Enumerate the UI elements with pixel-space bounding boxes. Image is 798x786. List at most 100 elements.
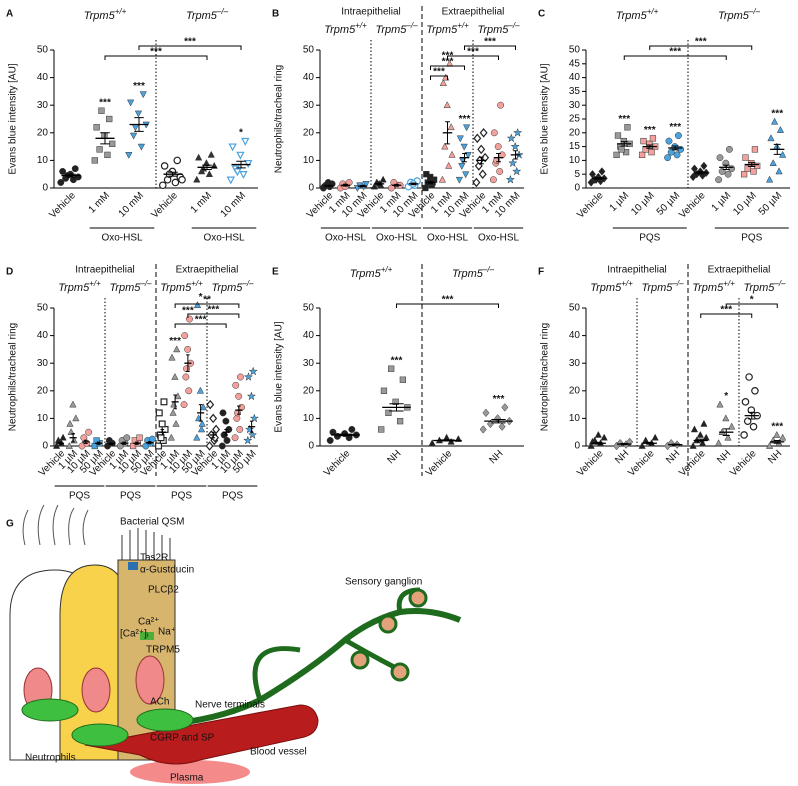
y-axis-label: Evans blue intensity [AU] bbox=[8, 63, 19, 174]
genotype-label: Trpm5–/– bbox=[375, 21, 418, 36]
data-point bbox=[498, 422, 506, 431]
receptor bbox=[128, 562, 138, 570]
error-bar bbox=[377, 182, 382, 186]
genotype-sup: –/– bbox=[405, 21, 418, 30]
y-tick-label: 50 bbox=[569, 45, 581, 56]
diagram-label: TRPM5 bbox=[146, 645, 180, 656]
error-bar bbox=[479, 156, 484, 165]
y-tick-label: 40 bbox=[303, 330, 315, 341]
data-point bbox=[205, 441, 214, 451]
data-point bbox=[749, 422, 758, 431]
data-point bbox=[85, 428, 93, 436]
error-bar bbox=[722, 164, 730, 171]
data-point bbox=[506, 133, 517, 143]
data-point bbox=[233, 168, 242, 177]
data-point bbox=[448, 150, 456, 158]
data-point bbox=[385, 409, 392, 417]
data-point bbox=[501, 403, 509, 412]
category-label: Vehicle bbox=[575, 448, 606, 479]
error-bar bbox=[595, 441, 603, 445]
error-bar bbox=[513, 150, 518, 160]
data-point bbox=[218, 442, 226, 450]
data-point bbox=[724, 170, 732, 178]
data-point bbox=[473, 133, 482, 144]
data-point bbox=[392, 398, 399, 405]
significance-bracket bbox=[396, 303, 499, 308]
error-bar bbox=[71, 433, 75, 443]
error-bar bbox=[773, 439, 781, 444]
y-tick-label: 0 bbox=[42, 183, 48, 194]
data-point bbox=[186, 315, 193, 323]
genotype-sup: +/+ bbox=[723, 279, 735, 288]
genotype-label: Trpm5+/+ bbox=[160, 279, 203, 294]
data-point bbox=[769, 159, 777, 166]
data-point bbox=[109, 140, 116, 147]
data-point bbox=[618, 146, 625, 153]
data-point bbox=[443, 101, 451, 109]
data-point bbox=[508, 158, 518, 168]
data-point bbox=[209, 413, 218, 424]
data-point bbox=[742, 154, 749, 161]
data-point bbox=[244, 424, 255, 434]
panel-letter: C bbox=[538, 9, 545, 20]
region-label: Extraepithelial bbox=[708, 265, 771, 276]
data-point bbox=[716, 400, 724, 408]
genotype-label: Trpm5+/+ bbox=[692, 279, 735, 294]
category-label: NH bbox=[385, 448, 403, 466]
error-bar bbox=[462, 153, 467, 163]
region-label: Intraepithelial bbox=[607, 265, 666, 276]
data-point bbox=[155, 409, 163, 417]
significance-bracket bbox=[649, 45, 753, 50]
y-tick-label: 35 bbox=[569, 86, 581, 97]
data-point bbox=[773, 430, 781, 438]
data-point bbox=[157, 434, 165, 442]
data-point bbox=[667, 148, 675, 156]
diagram-label: Blood vessel bbox=[250, 747, 307, 758]
y-tick-label: 20 bbox=[303, 127, 315, 138]
significance-label: *** bbox=[493, 394, 505, 405]
data-point bbox=[160, 162, 169, 170]
genotype-sup: –/– bbox=[482, 265, 495, 274]
y-tick-label: 30 bbox=[37, 100, 49, 111]
genotype-name: Trpm5 bbox=[616, 10, 648, 22]
genotype-label: Trpm5–/– bbox=[109, 279, 152, 294]
significance-label: *** bbox=[669, 122, 681, 133]
data-point bbox=[172, 419, 180, 427]
category-label: 10 mM bbox=[219, 190, 248, 219]
category-label: Vehicle bbox=[677, 190, 708, 221]
data-point bbox=[184, 345, 192, 353]
data-point bbox=[196, 386, 205, 394]
y-axis-label: Evans blue intensity [AU] bbox=[540, 63, 551, 174]
genotype-name: Trpm5 bbox=[590, 282, 622, 294]
category-label: Vehicle bbox=[424, 448, 455, 479]
data-point bbox=[614, 132, 622, 139]
genotype-sup: –/– bbox=[241, 279, 254, 288]
error-bar bbox=[96, 441, 101, 445]
genotype-label: Trpm5+/+ bbox=[350, 265, 393, 280]
error-bar bbox=[211, 431, 216, 439]
section-label: Oxo-HSL bbox=[478, 233, 520, 244]
category-label: 1 mM bbox=[87, 190, 112, 215]
data-point bbox=[98, 107, 105, 114]
genotype-name: Trpm5 bbox=[84, 10, 116, 22]
data-point bbox=[223, 437, 231, 444]
genotype-name: Trpm5 bbox=[350, 268, 382, 280]
section-label: PQS bbox=[171, 491, 192, 502]
ganglion-cell bbox=[350, 650, 370, 670]
significance-label: * bbox=[724, 391, 728, 402]
data-point bbox=[716, 154, 724, 162]
bracket-label: *** bbox=[150, 47, 162, 58]
data-point bbox=[724, 433, 732, 441]
data-point bbox=[677, 145, 685, 153]
y-tick-label: 50 bbox=[303, 303, 315, 314]
data-point bbox=[158, 420, 166, 428]
data-point bbox=[462, 171, 470, 179]
data-point bbox=[243, 372, 254, 382]
region-label: Intraepithelial bbox=[341, 7, 400, 18]
data-point bbox=[600, 433, 608, 441]
data-point bbox=[205, 170, 214, 178]
genotype-sup: +/+ bbox=[355, 21, 367, 30]
y-tick-label: 10 bbox=[37, 155, 49, 166]
data-point bbox=[244, 160, 253, 168]
data-point bbox=[106, 115, 113, 123]
